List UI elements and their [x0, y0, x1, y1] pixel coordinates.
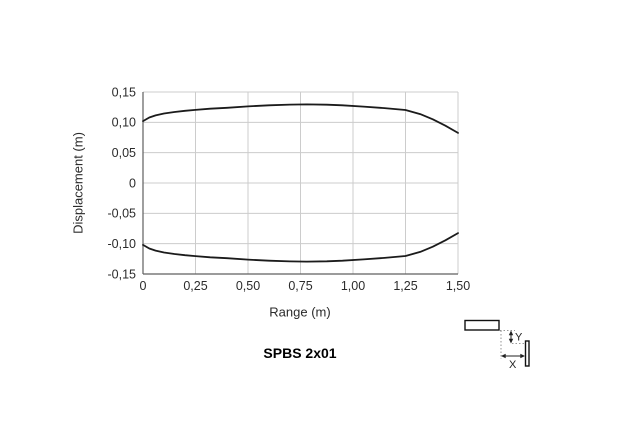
x-offset-label: X [509, 359, 517, 371]
y-tick-label: 0,10 [112, 116, 136, 130]
y-tick-label: 0,05 [112, 146, 136, 160]
x-tick-label: 0,75 [288, 279, 312, 293]
y-distance-arrow [508, 330, 514, 344]
series-curve [142, 232, 459, 263]
series-curve [142, 103, 459, 134]
plate-rect [524, 340, 530, 367]
device-rect [464, 319, 500, 331]
x-tick-label: 1,25 [393, 279, 417, 293]
chart-title: SPBS 2x01 [263, 345, 337, 361]
y-tick-label: -0,05 [108, 207, 137, 221]
y-tick-label: -0,10 [108, 237, 137, 251]
x-distance-arrow [501, 353, 525, 359]
measurement-setup-diagram: Y X [464, 319, 530, 371]
y-tick-label: -0,15 [108, 267, 137, 281]
y-offset-label: Y [515, 332, 523, 344]
x-tick-label: 1,50 [446, 279, 470, 293]
x-axis-title: Range (m) [269, 304, 331, 320]
x-tick-label: 0,50 [236, 279, 260, 293]
y-tick-label: 0,15 [112, 85, 136, 99]
x-tick-label: 0 [140, 279, 147, 293]
y-axis-title: Displacement (m) [70, 132, 86, 234]
y-tick-label: 0 [129, 176, 136, 190]
x-tick-label: 1,00 [341, 279, 365, 293]
x-tick-label: 0,25 [183, 279, 207, 293]
